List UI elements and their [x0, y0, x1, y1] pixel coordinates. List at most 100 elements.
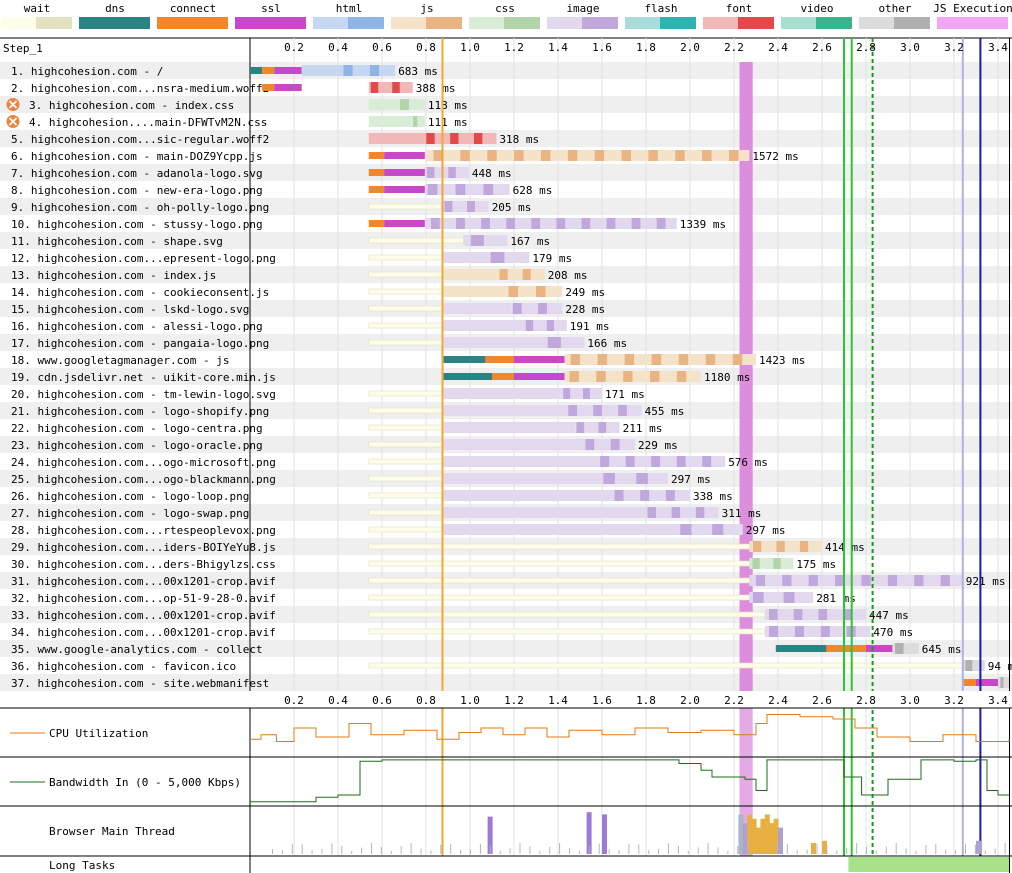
legend-swatch	[781, 17, 816, 29]
legend: wait dns connect ssl html js css image flash font…	[0, 2, 1012, 39]
ttfb-bar	[443, 524, 679, 535]
request-rows: 1. highcohesion.com - / 2. highcohesion.c…	[0, 38, 1012, 873]
download-bar	[426, 167, 469, 178]
main-thread-activity	[773, 818, 779, 854]
ttfb-bar	[749, 575, 752, 586]
main-thread-activity	[994, 848, 996, 854]
request-label: 13. highcohesion.com - index.js	[11, 269, 216, 282]
download-chunk	[712, 524, 724, 535]
legend-swatch	[79, 17, 114, 29]
main-thread-activity	[487, 816, 493, 854]
legend-label: js	[420, 2, 433, 15]
wait-bar	[368, 611, 766, 618]
download-chunk	[676, 371, 687, 382]
ttfb-bar	[443, 286, 508, 297]
cpu-utilization-label: CPU Utilization	[49, 727, 148, 740]
legend-label: connect	[170, 2, 216, 15]
legend-swatch	[547, 17, 582, 29]
table-row	[0, 674, 1012, 691]
axis-tick-label: 0.2	[284, 694, 304, 707]
request-label: 14. highcohesion.com - cookieconsent.js	[11, 286, 269, 299]
legend-swatch	[738, 17, 774, 29]
table-row	[0, 640, 1012, 657]
download-bar	[597, 456, 726, 467]
main-thread-activity	[925, 845, 927, 854]
main-thread-activity	[420, 848, 422, 854]
main-thread-activity	[974, 844, 976, 854]
axis-tick-label: 3.0	[900, 41, 920, 54]
main-thread-activity	[410, 843, 412, 854]
main-thread-activity	[747, 814, 753, 854]
request-duration: 470 ms	[873, 626, 913, 639]
legend-swatch	[192, 17, 228, 29]
main-thread-activity	[638, 844, 640, 854]
legend-swatch	[660, 17, 696, 29]
legend-label: font	[726, 2, 753, 15]
download-bar	[646, 507, 719, 518]
download-bar	[562, 388, 602, 399]
download-chunk	[671, 507, 681, 518]
download-chunk	[506, 218, 516, 229]
ssl-bar	[274, 84, 302, 91]
request-duration: 229 ms	[638, 439, 678, 452]
request-duration: 645 ms	[922, 643, 962, 656]
download-chunk	[343, 65, 353, 76]
table-row	[0, 164, 1012, 181]
axis-tick-label: 1.4	[548, 41, 568, 54]
legend-swatch	[894, 17, 930, 29]
main-thread-activity	[658, 848, 660, 854]
wait-bar	[368, 577, 750, 584]
ttfb-bar	[443, 473, 602, 484]
connect-bar	[962, 679, 976, 686]
legend-label: JS Execution	[933, 2, 1012, 15]
main-thread-activity	[885, 846, 887, 854]
download-chunk	[426, 167, 435, 178]
legend-swatch	[270, 17, 306, 29]
main-thread-activity	[301, 844, 303, 854]
main-thread-activity	[769, 823, 775, 854]
download-chunk	[540, 150, 551, 161]
ttfb-bar	[749, 558, 752, 569]
axis-tick-label: 1.6	[592, 694, 612, 707]
download-bar	[767, 609, 866, 620]
wait-bar	[368, 543, 750, 550]
request-duration: 179 ms	[532, 252, 572, 265]
ttfb-bar	[764, 626, 767, 637]
download-chunk	[426, 133, 435, 144]
request-label: 8. highcohesion.com - new-era-logo.png	[11, 184, 263, 197]
download-chunk	[487, 150, 497, 161]
download-bar	[399, 99, 425, 110]
ssl-bar	[274, 67, 302, 74]
axis-tick-label: 2.8	[856, 694, 876, 707]
download-bar	[489, 252, 530, 263]
request-label: 6. highcohesion.com - main-DOZ9Ycpp.js	[11, 150, 263, 163]
main-thread-activity	[786, 844, 788, 854]
main-thread-activity	[778, 827, 783, 854]
download-chunk	[483, 184, 494, 195]
download-chunk	[456, 218, 465, 229]
axis-tick-label: 3.4	[988, 694, 1008, 707]
request-duration: 191 ms	[570, 320, 610, 333]
connect-bar	[485, 356, 514, 363]
request-label: 1. highcohesion.com - /	[11, 65, 163, 78]
request-duration: 318 ms	[499, 133, 539, 146]
legend-swatch	[937, 17, 972, 29]
request-label: 7. highcohesion.com - adanola-logo.svg	[11, 167, 263, 180]
ssl-bar	[384, 220, 425, 227]
main-thread-activity	[586, 812, 592, 854]
request-duration: 683 ms	[398, 65, 438, 78]
request-duration: 171 ms	[605, 388, 645, 401]
main-thread-activity	[321, 849, 323, 854]
ttfb-bar	[443, 422, 576, 433]
download-chunk	[648, 150, 658, 161]
main-thread-activity	[955, 849, 957, 854]
legend-swatch	[859, 17, 894, 29]
axis-tick-label: 0.2	[284, 41, 304, 54]
download-chunk	[547, 337, 561, 348]
main-thread-activity	[846, 848, 848, 854]
download-chunk	[581, 218, 591, 229]
main-thread-activity	[272, 849, 273, 854]
request-duration: 175 ms	[796, 558, 836, 571]
download-chunk	[460, 150, 470, 161]
